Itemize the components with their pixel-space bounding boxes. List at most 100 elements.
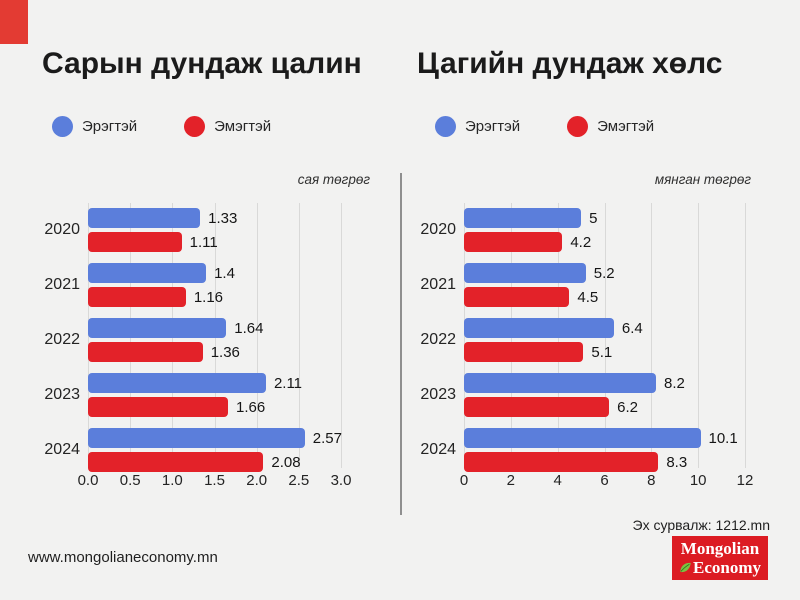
- legend-item-female: Эмэгтэй: [567, 116, 654, 137]
- year-label: 2021: [44, 276, 80, 293]
- male-legend-dot-icon: [52, 116, 73, 137]
- logo-text-mongolian: Mongolian: [680, 539, 760, 558]
- legend-label-female: Эмэгтэй: [597, 118, 655, 135]
- axis-tick-label: 2.5: [288, 472, 310, 489]
- female-bar: [464, 287, 570, 307]
- logo-line2: Economy: [679, 558, 761, 577]
- female-bar: [464, 342, 584, 362]
- gridline: [298, 203, 300, 468]
- year-group: 2023 2.11 1.66: [30, 373, 396, 417]
- male-bar: [464, 318, 614, 338]
- axis-tick-label: 6: [600, 472, 609, 489]
- male-bar-row: 2.11: [88, 373, 341, 393]
- bar-value-label: 4.2: [570, 233, 592, 251]
- source-text: Эх сурвалж: 1212.mn: [632, 517, 770, 533]
- vertical-divider: [400, 173, 402, 515]
- bar-value-label: 4.5: [577, 288, 599, 306]
- bar-chart-monthly-salary: 2020 1.33 1.11 2021 1.4 1.16 2022 1.64 1.36 2023 2…: [30, 203, 396, 503]
- bar-value-label: 1.66: [235, 398, 266, 416]
- female-bar-row: 1.36: [88, 342, 341, 362]
- chart-panel-hourly-wage: Цагийн дундаж хөлс Эрэгтэй Эмэгтэй мянга…: [413, 45, 785, 515]
- male-bar-row: 6.4: [464, 318, 745, 338]
- legend: Эрэгтэй Эмэгтэй: [435, 116, 654, 137]
- male-legend-dot-icon: [435, 116, 456, 137]
- year-label: 2021: [420, 276, 456, 293]
- axis-tick-label: 8: [647, 472, 656, 489]
- year-label: 2022: [44, 331, 80, 348]
- legend-label-male: Эрэгтэй: [465, 118, 521, 135]
- x-axis: 0 2 4 6 8 10 12: [460, 472, 754, 490]
- year-label: 2023: [44, 386, 80, 403]
- bar-value-label: 1.11: [189, 233, 218, 251]
- female-bar: [464, 397, 610, 417]
- bar-value-label: 1.33: [208, 209, 238, 227]
- chart-title-hourly-wage: Цагийн дундаж хөлс: [417, 47, 723, 80]
- year-group: 2023 8.2 6.2: [413, 373, 785, 417]
- bar-value-label: 6.4: [621, 319, 643, 337]
- bar-value-label: 8.2: [664, 374, 685, 392]
- male-bar-row: 1.64: [88, 318, 341, 338]
- female-bar-row: 6.2: [464, 397, 745, 417]
- axis-tick-label: 1.5: [204, 472, 225, 489]
- unit-label: сая төгрөг: [297, 172, 370, 187]
- year-group: 2022 6.4 5.1: [413, 318, 785, 362]
- bar-value-label: 2.08: [271, 453, 301, 471]
- chart-title-monthly-salary: Сарын дундаж цалин: [42, 47, 362, 80]
- year-group: 2024 10.1 8.3: [413, 428, 785, 472]
- gridline: [745, 203, 746, 468]
- bar-value-label: 5: [589, 209, 598, 227]
- female-bar: [88, 397, 228, 417]
- axis-tick-label: 12: [736, 472, 754, 489]
- year-group: 2022 1.64 1.36: [30, 318, 396, 362]
- legend-label-male: Эрэгтэй: [82, 118, 138, 135]
- female-bar-row: 4.2: [464, 232, 745, 252]
- male-bar: [88, 428, 305, 448]
- legend-item-male: Эрэгтэй: [52, 116, 137, 137]
- axis-tick-label: 2.0: [246, 472, 268, 489]
- year-group: 2020 1.33 1.11: [30, 208, 396, 252]
- logo-line1: Mongolian: [681, 539, 759, 558]
- year-label: 2020: [420, 221, 456, 238]
- axis-tick-label: 10: [689, 472, 707, 489]
- mongolian-economy-logo: Mongolian Economy: [672, 536, 768, 580]
- bar-value-label: 6.2: [617, 398, 639, 416]
- legend-item-female: Эмэгтэй: [184, 116, 271, 137]
- male-bar: [464, 208, 582, 228]
- female-legend-dot-icon: [567, 116, 589, 137]
- gridline: [698, 203, 700, 468]
- x-axis: 0.0 0.5 1.0 1.5 2.0 2.5 3.0: [78, 472, 352, 490]
- axis-tick-label: 2: [506, 472, 515, 489]
- gridline: [651, 203, 653, 468]
- male-bar: [88, 318, 227, 338]
- axis-tick-label: 4: [553, 472, 562, 489]
- female-bar-row: 4.5: [464, 287, 745, 307]
- female-bar: [464, 232, 563, 252]
- male-bar-row: 5: [464, 208, 745, 228]
- male-bar-row: 2.57: [88, 428, 342, 448]
- year-group: 2021 5.2 4.5: [413, 263, 785, 307]
- male-bar: [464, 263, 586, 283]
- male-bar-row: 8.2: [464, 373, 745, 393]
- bar-value-label: 1.64: [234, 319, 264, 337]
- year-label: 2024: [44, 441, 80, 458]
- male-bar-row: 5.2: [464, 263, 745, 283]
- axis-tick-label: 0.5: [119, 472, 141, 489]
- female-bar: [88, 452, 264, 472]
- bar-value-label: 1.16: [193, 288, 224, 306]
- male-bar: [88, 373, 266, 393]
- year-label: 2023: [420, 386, 456, 403]
- bar-value-label: 5.2: [593, 264, 615, 282]
- female-bar-row: 1.16: [88, 287, 341, 307]
- female-bar-row: 5.1: [464, 342, 745, 362]
- legend-label-female: Эмэгтэй: [214, 118, 272, 135]
- leaf-icon: [680, 562, 691, 573]
- gridline: [341, 203, 342, 468]
- female-bar: [88, 287, 186, 307]
- female-bar: [464, 452, 659, 472]
- unit-label: мянган төгрөг: [654, 172, 751, 187]
- corner-accent-square: [0, 0, 28, 44]
- female-bar-row: 1.11: [88, 232, 341, 252]
- year-label: 2024: [420, 441, 456, 458]
- bar-value-label: 1.36: [210, 343, 240, 361]
- female-bar-row: 8.3: [464, 452, 745, 472]
